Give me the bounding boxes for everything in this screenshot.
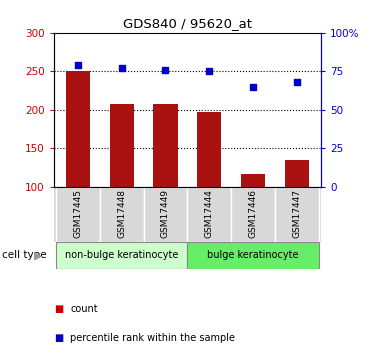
Bar bbox=[197, 112, 221, 187]
Text: GSM17448: GSM17448 bbox=[117, 189, 126, 238]
Text: percentile rank within the sample: percentile rank within the sample bbox=[70, 333, 236, 343]
Bar bbox=[144, 187, 187, 242]
Point bbox=[206, 69, 212, 74]
Text: bulge keratinocyte: bulge keratinocyte bbox=[207, 250, 299, 260]
Bar bbox=[109, 104, 134, 187]
Point bbox=[119, 66, 125, 71]
Bar bbox=[231, 187, 275, 242]
Text: GSM17445: GSM17445 bbox=[73, 189, 82, 238]
Point bbox=[162, 67, 168, 72]
Text: count: count bbox=[70, 304, 98, 314]
Text: ■: ■ bbox=[54, 333, 63, 343]
Text: GSM17447: GSM17447 bbox=[292, 189, 301, 238]
Bar bbox=[285, 160, 309, 187]
Bar bbox=[241, 174, 265, 187]
Bar bbox=[187, 241, 319, 269]
Point bbox=[294, 79, 300, 85]
Bar bbox=[56, 241, 187, 269]
Text: ▶: ▶ bbox=[35, 250, 43, 260]
Bar bbox=[154, 104, 177, 187]
Bar bbox=[187, 187, 231, 242]
Text: GSM17444: GSM17444 bbox=[205, 189, 214, 238]
Text: ■: ■ bbox=[54, 304, 63, 314]
Point bbox=[75, 62, 81, 68]
Bar bbox=[66, 71, 90, 187]
Text: GSM17449: GSM17449 bbox=[161, 189, 170, 238]
Text: cell type: cell type bbox=[2, 250, 46, 260]
Text: non-bulge keratinocyte: non-bulge keratinocyte bbox=[65, 250, 178, 260]
Title: GDS840 / 95620_at: GDS840 / 95620_at bbox=[123, 17, 252, 30]
Bar bbox=[275, 187, 319, 242]
Bar bbox=[100, 187, 144, 242]
Bar bbox=[56, 187, 100, 242]
Point bbox=[250, 84, 256, 89]
Text: GSM17446: GSM17446 bbox=[249, 189, 257, 238]
